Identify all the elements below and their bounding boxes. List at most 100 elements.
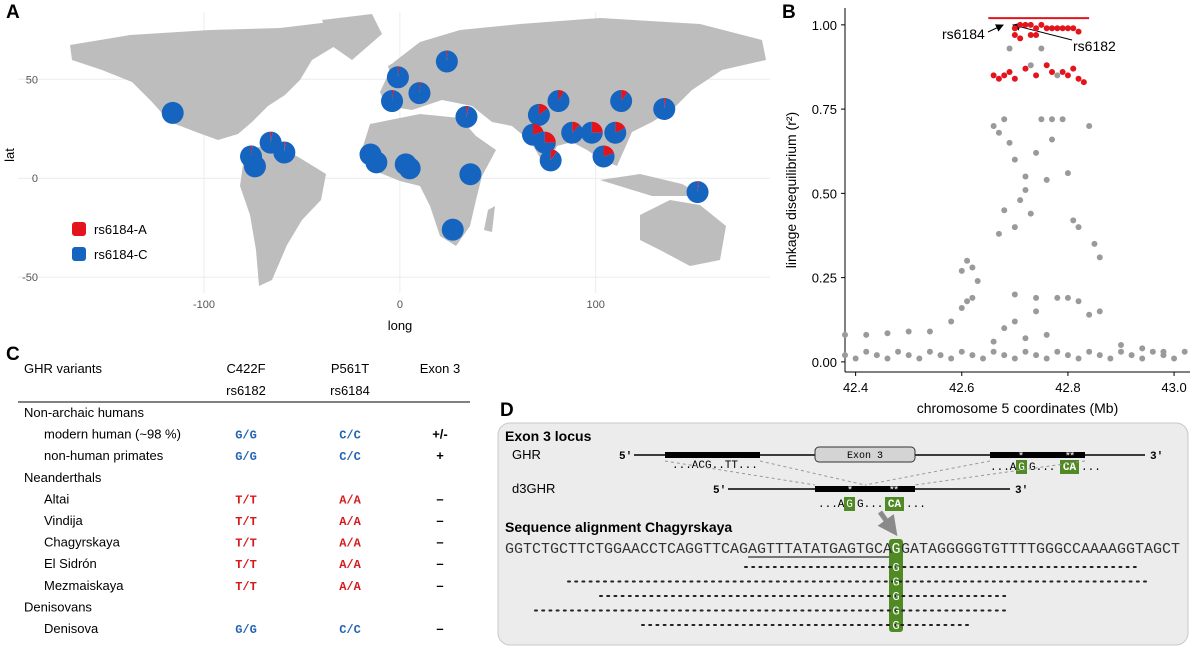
data-point <box>1049 136 1055 143</box>
genotype-cell: T/T <box>235 537 257 551</box>
snp-star: ** <box>1066 450 1075 462</box>
data-point <box>1038 45 1045 52</box>
y-tick-label: 0.50 <box>812 186 837 201</box>
annotation: rs6184 <box>942 26 985 42</box>
data-point <box>1001 72 1008 79</box>
pie-slice <box>664 97 667 109</box>
pie-slice <box>697 181 699 193</box>
data-point <box>1011 355 1018 362</box>
panel-label: B <box>782 2 796 23</box>
data-point <box>905 352 912 359</box>
data-point <box>964 298 971 305</box>
data-point <box>1011 318 1018 325</box>
exon-box <box>814 446 916 463</box>
snp-star: * <box>848 484 853 496</box>
gene-name: GHR <box>512 447 541 462</box>
annotation-arrow <box>987 24 1004 33</box>
aligned-column <box>889 539 903 632</box>
data-point <box>1033 149 1040 156</box>
genotype-cell: G/G <box>235 623 257 637</box>
data-point <box>948 355 955 362</box>
exon3-diagram: Exon 3 locus GHR 5' 3' Exon 3 ...ACG..TT… <box>497 422 1189 646</box>
data-point <box>1075 75 1082 82</box>
data-point <box>1160 348 1167 355</box>
legend-swatch <box>72 247 86 261</box>
data-point <box>1064 25 1071 32</box>
x-tick-label: -100 <box>193 299 215 311</box>
row-name: El Sidrón <box>44 556 97 571</box>
row-name: Altai <box>44 491 69 506</box>
column-header: C422F <box>226 361 265 376</box>
y-tick-label: 0 <box>32 173 38 185</box>
data-point <box>1011 31 1018 38</box>
data-point <box>1096 308 1103 315</box>
data-point <box>1181 348 1188 355</box>
genotype-cell: G/G <box>235 450 257 464</box>
data-point <box>1043 62 1050 69</box>
data-point <box>1059 25 1066 32</box>
data-point <box>995 75 1002 82</box>
gene-name: d3GHR <box>512 481 555 496</box>
pie-slice <box>446 50 449 62</box>
pointer-arrow <box>877 510 898 537</box>
data-point <box>990 122 997 129</box>
pie-slice <box>653 97 676 120</box>
data-point <box>1011 156 1018 163</box>
genotype-cell: T/T <box>235 558 257 572</box>
y-tick-label: 0.75 <box>812 102 837 117</box>
data-point <box>852 355 859 362</box>
data-point <box>1064 352 1071 359</box>
data-point <box>1006 45 1013 52</box>
x-tick-label: 42.8 <box>1055 380 1080 395</box>
indonesia <box>600 174 704 196</box>
column-header: P561T <box>331 361 369 376</box>
read-base: G <box>892 605 899 619</box>
pie-slice <box>466 105 469 117</box>
legend-swatch <box>72 222 86 236</box>
data-point <box>1033 31 1040 38</box>
data-point <box>1022 348 1029 355</box>
row-name: Denisova <box>44 621 99 636</box>
pie-slice <box>527 103 550 126</box>
three-prime: 3' <box>1150 451 1163 463</box>
data-point <box>1059 69 1066 76</box>
pie-slice <box>610 90 633 113</box>
data-point <box>916 355 923 362</box>
genotype-cell: C/C <box>339 450 361 464</box>
data-point <box>1017 21 1024 28</box>
north-america <box>70 22 345 140</box>
data-point <box>1043 176 1050 183</box>
panel-label: C <box>6 344 20 365</box>
panel-label: A <box>6 2 20 23</box>
genotype-cell: – <box>436 513 443 528</box>
gene-segment <box>990 452 1085 458</box>
reference-sequence: GGTCTGCTTCTGGAACCTCAGGTTCAGAGTTTATATGAGT… <box>505 541 892 558</box>
genotype-cell: A/A <box>339 515 361 529</box>
data-point <box>958 304 965 311</box>
data-point <box>1011 291 1018 298</box>
genotype-cell: – <box>436 535 443 550</box>
data-point <box>1064 294 1071 301</box>
row-name: Chagyrskaya <box>44 535 121 550</box>
pie-slice <box>455 105 478 128</box>
column-header: GHR variants <box>24 361 103 376</box>
snp-base: CA <box>1063 462 1077 474</box>
y-tick-label: -50 <box>22 272 38 284</box>
africa <box>360 114 496 246</box>
pie-slice <box>572 121 580 133</box>
genotype-cell: – <box>436 621 443 636</box>
ld-plot: 42.4 42.6 42.8 43.0 0.00 0.25 0.50 0.75 1.00 chro… <box>783 8 1190 416</box>
data-point <box>1043 355 1050 362</box>
read-base: G <box>892 590 899 604</box>
column-header: Exon 3 <box>420 361 460 376</box>
genotype-cell: A/A <box>339 537 361 551</box>
data-point <box>1086 311 1093 318</box>
annotation-arrow <box>1012 22 1073 41</box>
pie-slice <box>392 90 394 102</box>
data-point <box>1070 65 1077 72</box>
read-base: G <box>892 561 899 575</box>
group-name: Neanderthals <box>24 470 102 485</box>
world-map <box>70 14 766 286</box>
data-point <box>995 230 1002 237</box>
